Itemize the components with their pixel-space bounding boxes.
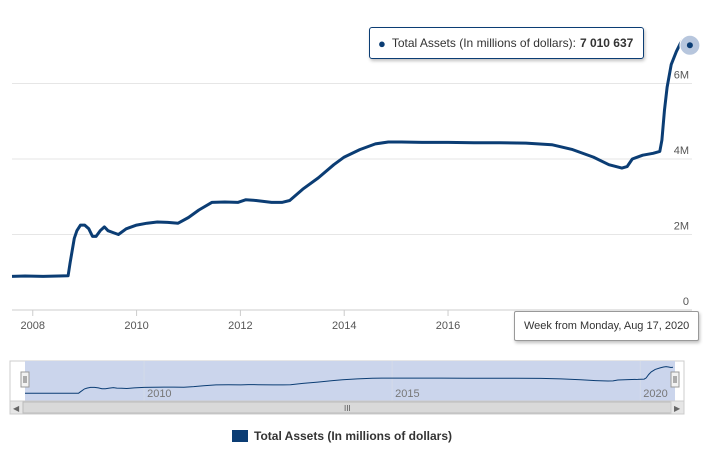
navigator-tick-label: 2010 [147,388,171,400]
scrollbar-right-button[interactable] [670,400,685,415]
legend-item-total-assets[interactable]: Total Assets (In millions of dollars) [232,429,452,443]
navigator-tick-label: 2020 [643,388,667,400]
y-tick-label: 0 [683,296,689,308]
tooltip-value: 7 010 637 [579,36,634,50]
navigator-selected-range[interactable] [25,361,675,401]
data-tooltip: ● Total Assets (In millions of dollars):… [369,27,645,59]
navigator-ticks: 2010 2015 2020 [147,388,668,400]
scrollbar[interactable]: ◀ III ▶ [9,400,685,415]
y-tick-label: 2M [674,221,689,233]
legend-label: Total Assets (In millions of dollars) [254,429,453,443]
y-tick-label: 4M [674,145,689,157]
y-axis-ticks: 0 2M 4M 6M [674,70,689,309]
x-tick-label: 2010 [124,320,148,332]
navigator-handle-right[interactable] [670,371,680,388]
x-tick-label: 2012 [228,320,252,332]
navigator-tick-label: 2015 [395,388,419,400]
y-tick-label: 6M [674,70,689,82]
crosshair-date-text: Week from Monday, Aug 17, 2020 [524,320,690,332]
series-line-total-assets[interactable] [11,38,692,278]
navigator-handle-left[interactable] [20,371,30,388]
navigator-series-line [25,366,674,394]
gridlines [12,83,692,311]
tooltip-series-dot-icon: ● [378,35,386,51]
scroll-left-icon: ◀ [13,404,20,413]
legend-swatch [232,430,248,442]
x-tick-label: 2014 [332,320,356,332]
scroll-right-icon: ▶ [674,404,681,413]
crosshair-x-label: Week from Monday, Aug 17, 2020 [514,311,700,341]
hover-point-dot [686,42,693,49]
navigator[interactable]: 2010 2015 2020 [9,360,685,402]
x-tick-label: 2008 [21,320,45,332]
navigator-gridlines [143,361,641,401]
scrollbar-grip-icon: III [344,404,351,413]
tooltip-series-label: Total Assets (In millions of dollars): [391,36,576,50]
x-tick-label: 2016 [436,320,460,332]
x-axis-ticks: 2008 2010 2012 2014 2016 [12,309,692,332]
